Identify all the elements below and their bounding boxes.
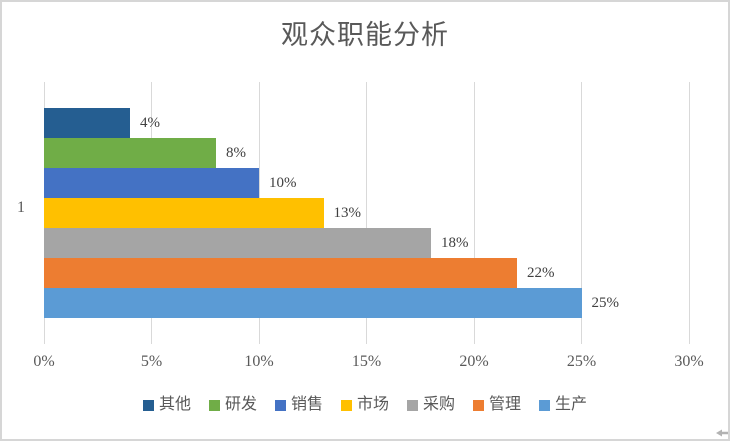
data-label-其他: 4%	[140, 115, 160, 131]
legend-label: 其他	[158, 396, 191, 413]
gridline	[366, 82, 367, 344]
legend-swatch-icon	[407, 399, 418, 411]
legend-item-管理[interactable]: 管理	[473, 396, 521, 414]
bar-销售[interactable]	[44, 168, 259, 198]
plot-area: 4% 8% 10% 13% 18% 22% 25%	[44, 82, 690, 344]
legend-item-研发[interactable]: 研发	[208, 396, 257, 414]
x-axis-tick-label: 25%	[566, 353, 597, 370]
x-axis-tick-label: 10%	[244, 353, 274, 370]
legend-label: 生产	[555, 396, 588, 413]
data-label-采购: 18%	[441, 235, 469, 251]
gridline	[688, 82, 690, 344]
bar-研发[interactable]	[44, 138, 216, 168]
left-arrow-cursor	[716, 429, 728, 437]
bar-其他[interactable]	[44, 108, 130, 138]
legend-item-采购[interactable]: 采购	[407, 396, 455, 414]
x-axis-tick-label: 0%	[33, 353, 55, 370]
bar-市场[interactable]	[44, 198, 324, 228]
bar-管理[interactable]	[44, 258, 517, 288]
legend-label: 销售	[290, 396, 323, 413]
data-label-研发: 8%	[226, 145, 246, 161]
y-axis-category-label: 1	[17, 199, 25, 216]
data-label-销售: 10%	[269, 175, 297, 191]
data-label-市场: 13%	[333, 205, 362, 221]
legend-swatch-icon	[539, 399, 551, 411]
legend-label: 采购	[423, 396, 456, 413]
data-label-生产: 25%	[591, 295, 620, 311]
legend-swatch-icon	[208, 399, 220, 411]
gridline	[473, 82, 475, 344]
legend-label: 市场	[356, 396, 389, 413]
legend-label: 研发	[224, 396, 257, 413]
legend-swatch-icon	[274, 399, 286, 411]
bar-采购[interactable]	[44, 228, 431, 258]
legend-item-市场[interactable]: 市场	[340, 396, 389, 414]
x-axis-tick-labels: 0% 5% 10% 15% 20% 25% 30%	[2, 353, 728, 371]
legend-item-生产[interactable]: 生产	[539, 396, 587, 414]
x-axis-tick-label: 20%	[459, 353, 489, 370]
legend-swatch-icon	[142, 399, 154, 411]
gridline	[581, 82, 582, 344]
x-axis-tick-label: 30%	[674, 353, 704, 370]
legend-item-其他[interactable]: 其他	[142, 396, 191, 414]
chart-title[interactable]: 观众职能分析	[281, 20, 449, 50]
legend-item-销售[interactable]: 销售	[274, 396, 323, 414]
data-label-管理: 22%	[527, 265, 555, 281]
chart-legend: 其他 研发 销售 市场 采购 管理 生产	[2, 396, 728, 414]
bar-生产[interactable]	[44, 288, 582, 318]
legend-swatch-icon	[473, 399, 485, 411]
x-axis-tick-label: 15%	[351, 353, 382, 370]
legend-swatch-icon	[340, 399, 352, 411]
legend-label: 管理	[489, 396, 522, 413]
x-axis-tick-label: 5%	[140, 353, 163, 370]
